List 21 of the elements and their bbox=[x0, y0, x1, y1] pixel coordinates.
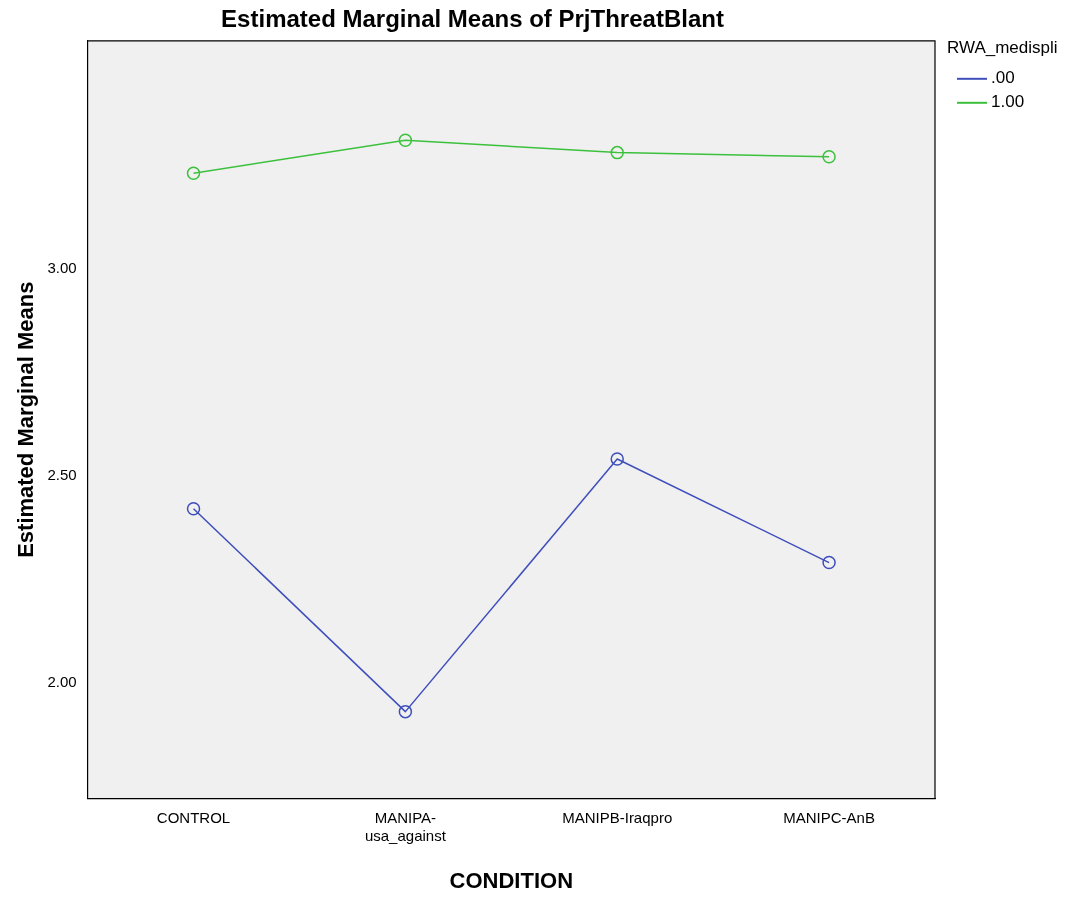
legend-label: .00 bbox=[991, 68, 1015, 88]
point bbox=[398, 133, 413, 147]
point bbox=[186, 501, 201, 516]
legend-title: RWA_medispli bbox=[947, 38, 1058, 58]
legend-label: 1.00 bbox=[991, 92, 1025, 112]
y-tick-label: 2.00 bbox=[47, 672, 77, 690]
point bbox=[610, 452, 624, 466]
y-axis-title: Estimated Marginal Means bbox=[13, 281, 39, 558]
point bbox=[398, 704, 413, 719]
chart-title: Estimated Marginal Means of PrjThreatBlant bbox=[221, 5, 724, 33]
x-tick-label: MANIPA-usa_against bbox=[364, 808, 447, 844]
y-tick-label: 2.50 bbox=[47, 465, 77, 483]
x-tick-label: MANIPB-Iraqpro bbox=[562, 808, 673, 826]
x-tick-label: MANIPC-AnB bbox=[783, 808, 875, 826]
y-tick-label: 3.00 bbox=[47, 258, 77, 276]
x-axis-title: CONDITION bbox=[449, 867, 574, 893]
point bbox=[822, 555, 836, 570]
x-tick-label: CONTROL bbox=[156, 808, 231, 826]
point bbox=[822, 150, 836, 164]
point bbox=[186, 166, 201, 181]
point bbox=[610, 145, 624, 160]
